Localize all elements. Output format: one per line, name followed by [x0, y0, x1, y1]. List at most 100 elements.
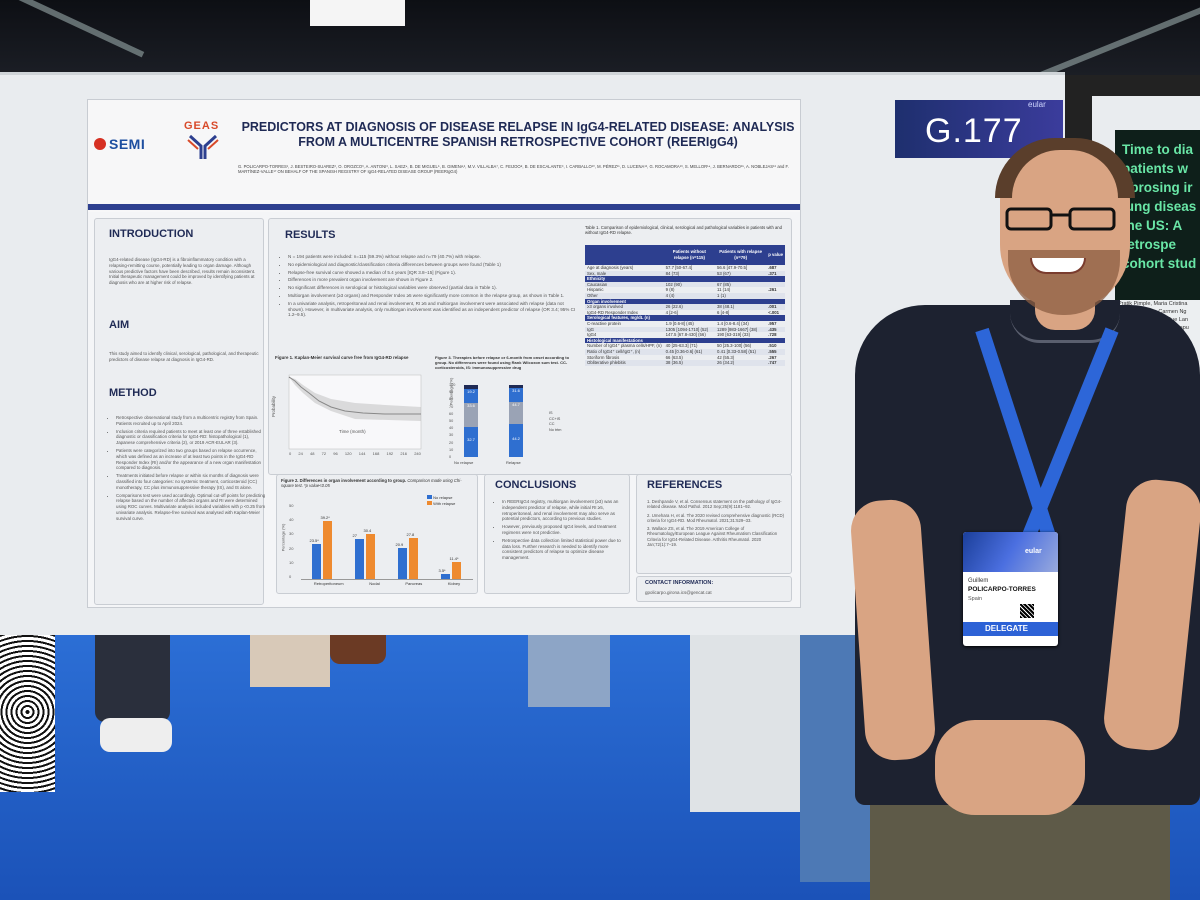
- fig3-ytick: 30: [449, 433, 454, 438]
- fig2-xtick: Nodal: [369, 581, 380, 586]
- fig1-xtick: 120: [344, 451, 352, 456]
- booth-number: G.177: [925, 112, 1023, 150]
- fig2-yticks: 50 40 30 20 10 0: [289, 503, 293, 579]
- fig2-ytick: 0: [289, 573, 292, 579]
- table-cell: 66 (63.5): [665, 354, 683, 360]
- fig2-bar: [322, 520, 332, 579]
- fig3-ytick: 90: [449, 390, 454, 395]
- method-item: Comparisons test were used accordingly. …: [116, 493, 266, 522]
- fig3-segment: 32.7: [464, 427, 478, 457]
- fig3-legend-item: No trtm: [549, 427, 562, 432]
- table-cell: C-reactive protein: [587, 320, 621, 326]
- table-cell: 40 [25-63.3] (71): [665, 343, 698, 349]
- table-cell: 57.7 [50-67.4]: [665, 265, 693, 270]
- fig2-ytick: 10: [289, 559, 294, 565]
- table-cell: .510: [768, 343, 777, 349]
- fig1-xtick: 144: [358, 451, 366, 456]
- conclusions-list: In REERIgG4 registry, multiorgan involve…: [495, 499, 630, 563]
- fig1-xtick: 48: [310, 451, 315, 456]
- fig2-bar: [397, 548, 407, 579]
- references-heading: REFERENCES: [647, 479, 723, 491]
- table-cell: IgG: [585, 326, 664, 333]
- results-heading: RESULTS: [285, 229, 336, 241]
- figure2-panel: Figure 2. Differences in organ involveme…: [276, 474, 478, 594]
- fig3-ytick: 70: [449, 404, 454, 409]
- table-cell: 9 (8): [665, 287, 675, 293]
- aim-heading: AIM: [109, 319, 130, 331]
- fig2-bar: [365, 534, 375, 579]
- ceiling: [0, 0, 1200, 80]
- table-header: Patients with relapse (n=79): [715, 245, 767, 265]
- table1-grid: Patients without relapse (n=115) Patient…: [585, 245, 785, 366]
- fig2-xtick: Kidney: [447, 581, 461, 586]
- fig2-data-label: 30.4: [363, 528, 372, 534]
- visitor-pants: [95, 632, 170, 722]
- table-header: Patients without relapse (n=115): [663, 245, 716, 265]
- conclusion-item: However, previously proposed IgG4 levels…: [502, 524, 630, 536]
- table-cell: 56.6 [47.9-70.5]: [717, 265, 748, 270]
- geas-logo: GEAS: [184, 120, 220, 132]
- references-list: 1. Deshpande V, et al. Consensus stateme…: [647, 499, 785, 547]
- badge-role: DELEGATE: [985, 624, 1028, 633]
- badge-first-name: Guillem: [968, 578, 989, 584]
- method-item: Retrospective observational study from a…: [116, 415, 266, 427]
- fig2-ytick: 20: [289, 545, 294, 551]
- table-cell: .435: [766, 326, 785, 333]
- table-header: [585, 245, 664, 265]
- table-cell: 50 [25.3-100] (56): [717, 343, 752, 349]
- table-cell: [766, 281, 785, 288]
- table-cell: .728: [768, 332, 777, 338]
- visitor-shoes: [100, 718, 172, 752]
- fig2-bar: [440, 573, 450, 579]
- fig3-ytick: 20: [449, 440, 454, 445]
- poster-header: [88, 100, 800, 212]
- table-cell: [663, 276, 716, 282]
- fig3-yticks: 100 90 80 70 60 50 40 30 20 10 0: [449, 383, 455, 459]
- table-cell: .261: [768, 287, 777, 293]
- method-list: Retrospective observational study from a…: [109, 415, 266, 524]
- method-item: Inclusion criteria required patients to …: [116, 429, 266, 446]
- fig2-data-label: 23.5*: [309, 538, 319, 544]
- results-item: No significant differences in serologica…: [288, 285, 578, 291]
- table-cell: Histological manifestations: [585, 337, 664, 344]
- table-row: Other 4 (4) 1 (1): [585, 292, 785, 299]
- table-cell: [715, 337, 767, 344]
- table-cell: Organ involvement: [585, 298, 664, 305]
- table-cell: .747: [766, 360, 785, 366]
- figure3-caption: Figure 3. Therapies before relapse or 6-…: [435, 355, 570, 370]
- table-cell: 1.4 [0.6-8.4] (34): [717, 320, 749, 326]
- table-cell: [766, 337, 785, 344]
- fig3-segment: [464, 385, 478, 390]
- fig2-plot: 23.5* 39.2* 27 30.4 20.9 27.8 3.5* 11.4*: [301, 505, 473, 580]
- table-cell: Other: [585, 292, 664, 299]
- table-cell: [715, 298, 767, 305]
- poster-title: PREDICTORS AT DIAGNOSIS OF DISEASE RELAP…: [241, 120, 795, 149]
- fig3-bar-relapse: 31.6 44.7 44.2: [509, 385, 523, 457]
- table-cell: Serological features, mg/dL (n): [585, 315, 664, 321]
- table-cell: 26 (34.2): [715, 360, 767, 366]
- table-row: Ratio of IgG4⁺ cell/IgG⁺, (n) 0.45 [0.36-…: [585, 348, 785, 355]
- fig1-xtick: 216: [400, 451, 408, 456]
- table-cell: 102 (90): [663, 281, 716, 288]
- semi-logo-icon: [94, 138, 106, 150]
- conclusion-item: In REERIgG4 registry, multiorgan involve…: [502, 499, 630, 522]
- results-item: Relapse-free survival curve showed a med…: [288, 270, 578, 276]
- table-cell: [715, 315, 767, 321]
- method-item: Treatments initiated before relapse or w…: [116, 473, 266, 490]
- fig1-xtick: 0: [289, 451, 292, 456]
- glasses-icon: [1005, 207, 1116, 231]
- fig3-ytick: 0: [449, 454, 452, 459]
- method-item: Patients were categorized into two group…: [116, 448, 266, 471]
- table-cell: 190 [63-319] (33): [717, 332, 750, 338]
- fig2-bar: [451, 562, 461, 579]
- fig2-legend-item: No relapse: [427, 495, 455, 501]
- fig3-segment: 44.2: [509, 423, 523, 457]
- table-cell: 1305 [1094-1710] (52): [663, 326, 716, 333]
- table-cell: Hispanic: [587, 287, 604, 293]
- person-clasped-hands: [935, 720, 1085, 815]
- table-cell: Sex, male: [585, 270, 664, 277]
- table-cell: Obliterative phlebitis: [585, 360, 664, 366]
- table-cell: 6 [4-8]: [717, 309, 730, 315]
- fig1-xtick: 24: [298, 451, 303, 456]
- table-cell: 147.5 [67.8-430] (56): [665, 332, 706, 338]
